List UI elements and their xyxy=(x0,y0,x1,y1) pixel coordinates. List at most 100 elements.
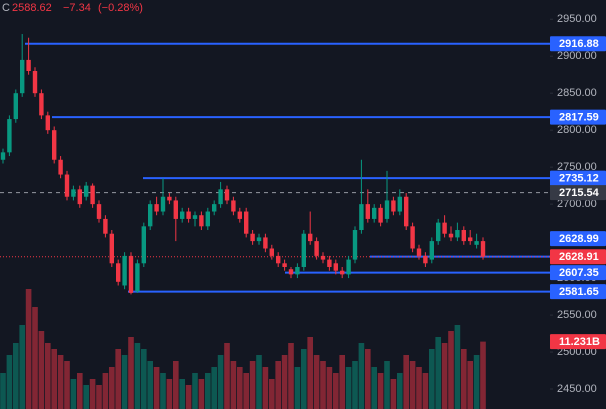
volume-label: 11.231B xyxy=(559,336,600,348)
level-label: 2916.88 xyxy=(559,38,599,50)
candle-body xyxy=(154,204,159,212)
volume-bar xyxy=(166,379,173,409)
candle-body xyxy=(244,211,249,234)
candle-body xyxy=(397,196,402,212)
candle-body xyxy=(436,222,441,242)
candle-body xyxy=(205,211,210,227)
volume-bar xyxy=(371,367,377,409)
candle-body xyxy=(180,211,185,219)
candle-body xyxy=(96,204,102,219)
level-label: 2735.12 xyxy=(559,173,599,185)
volume-bar xyxy=(25,289,32,409)
volume-bar xyxy=(192,373,198,409)
level-label-box xyxy=(550,231,606,247)
volume-bar xyxy=(109,367,115,409)
volume-bar xyxy=(281,355,288,409)
candle-body xyxy=(352,230,358,260)
candle-body xyxy=(282,263,287,267)
candle-body xyxy=(135,263,140,292)
volume-bar xyxy=(288,343,294,409)
volume-bar xyxy=(243,373,249,409)
volume-bar xyxy=(454,325,461,409)
candle-body xyxy=(359,204,364,231)
candle-body xyxy=(410,226,415,249)
candle-body xyxy=(263,237,268,249)
candle-body xyxy=(372,207,377,219)
y-tick-label: 2700.00 xyxy=(557,198,597,210)
candle-body xyxy=(7,119,12,153)
candle-body xyxy=(327,259,332,267)
y-tick-label: 2800.00 xyxy=(557,124,597,136)
price-labels: 2916.88 2817.59 2735.12 2628.99 2607.35 2581.… xyxy=(550,36,606,350)
candle-body xyxy=(218,189,223,205)
candle-body xyxy=(122,255,127,286)
candle-body xyxy=(0,152,6,160)
candle-body xyxy=(416,248,422,256)
candle-body xyxy=(365,204,370,219)
volume-bar xyxy=(185,385,192,409)
crosshair-label: 2715.54 xyxy=(559,187,600,199)
candle-body xyxy=(314,241,319,256)
candle-body xyxy=(448,233,454,238)
candle-body xyxy=(103,218,108,234)
volume-bar xyxy=(45,343,51,409)
volume-bar xyxy=(480,341,486,409)
volume-bar xyxy=(467,361,473,409)
level-label: 2607.35 xyxy=(559,267,599,279)
volume-bar xyxy=(345,367,352,409)
candle-body xyxy=(404,196,409,227)
volume-bar xyxy=(224,343,230,409)
candle-body xyxy=(167,196,172,201)
y-tick-label: 2850.00 xyxy=(557,87,597,99)
volume-bar xyxy=(230,361,237,409)
candle-body xyxy=(391,200,396,212)
volume-bar xyxy=(461,349,467,409)
volume-bar xyxy=(64,361,70,409)
candle-body xyxy=(58,159,63,175)
volume-bar xyxy=(89,379,96,409)
header-change-pct: (−0.28%) xyxy=(98,2,143,14)
candle-body xyxy=(333,263,338,271)
volume-bar xyxy=(326,367,333,409)
volume-bar xyxy=(301,349,307,409)
candle-body xyxy=(212,204,217,212)
candle-body xyxy=(455,230,460,238)
last-price-label: 2628.91 xyxy=(559,251,599,263)
y-tick-label: 2900.00 xyxy=(557,50,597,62)
volume-bar xyxy=(0,373,6,409)
candle-body xyxy=(173,200,178,219)
candle-body xyxy=(39,93,44,116)
candle-body xyxy=(340,270,345,275)
volume-bar xyxy=(121,355,128,409)
volume-bar xyxy=(205,373,211,409)
candle-body xyxy=(32,71,38,94)
volume-bar xyxy=(262,367,269,409)
volume-bar xyxy=(147,361,153,409)
volume-bar xyxy=(57,355,64,409)
volume-bar xyxy=(38,331,45,409)
volume-bar xyxy=(96,385,102,409)
candle-body xyxy=(148,204,153,227)
volume-bar xyxy=(429,349,435,409)
volume-bar xyxy=(198,379,205,409)
crosshair-label-box xyxy=(550,185,606,201)
candle-body xyxy=(231,200,236,212)
candle-body xyxy=(384,200,390,219)
candle-body xyxy=(237,211,242,219)
candle-body xyxy=(224,189,230,201)
candle-body xyxy=(256,237,262,242)
candle-body xyxy=(26,59,31,72)
volume-bar xyxy=(32,307,38,409)
level-label-box xyxy=(550,265,606,281)
candle-body xyxy=(90,185,95,205)
candle-body xyxy=(288,269,294,275)
y-tick-label: 2750.00 xyxy=(557,161,597,173)
candle-body xyxy=(269,248,274,256)
volume-bar xyxy=(307,337,313,409)
volume-bar xyxy=(403,355,409,409)
candle-body xyxy=(84,185,89,197)
volume-bar xyxy=(448,331,454,409)
header-change: −7.34 xyxy=(63,2,91,14)
y-tick-label: 2550.00 xyxy=(557,309,597,321)
